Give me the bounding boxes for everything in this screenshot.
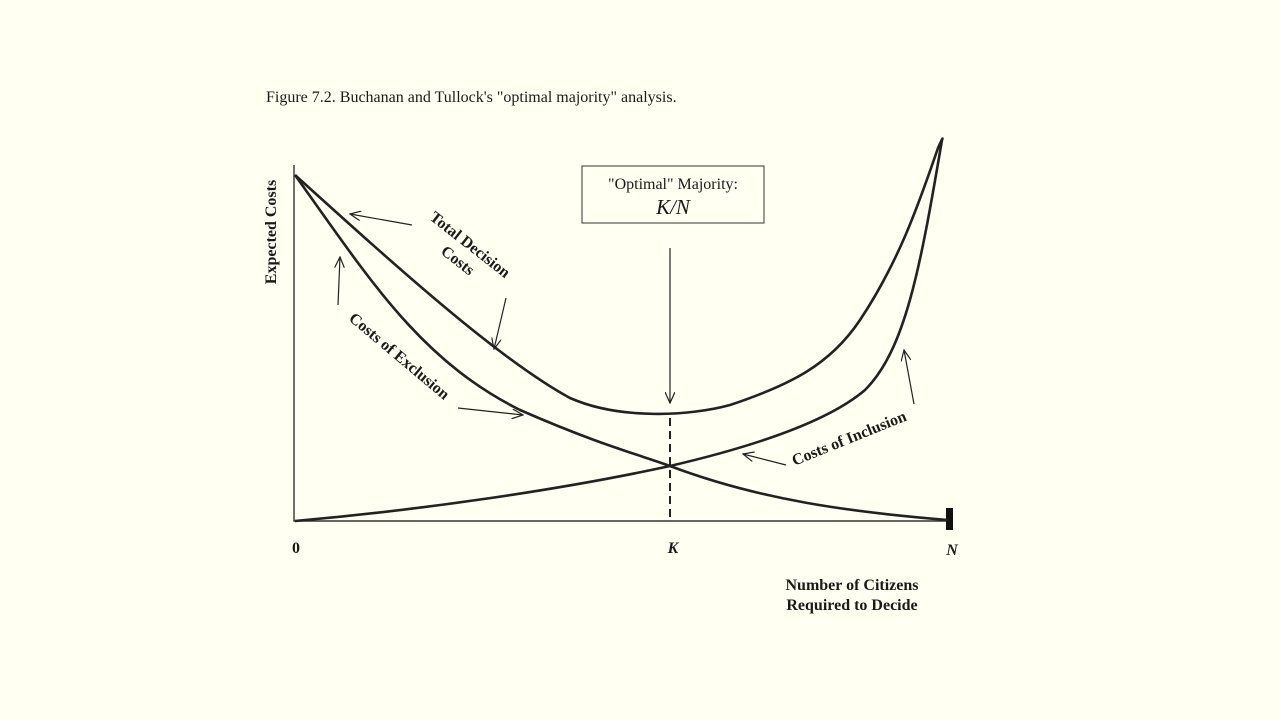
inclusion-arrow-left — [743, 454, 787, 466]
tick-n: N — [945, 542, 959, 559]
total-decision-costs-label: Total Decision Costs — [426, 209, 513, 282]
costs-of-inclusion-label: Costs of Inclusion — [790, 408, 909, 469]
y-axis-label: Expected Costs — [263, 180, 280, 284]
optimal-majority-title: "Optimal" Majority: — [608, 176, 738, 193]
optimal-majority-box — [581, 165, 765, 224]
n-end-marker — [946, 508, 953, 530]
optimal-majority-subtitle: K/N — [655, 195, 691, 219]
exclusion-arrow-up — [338, 257, 340, 306]
tick-origin: 0 — [292, 540, 300, 557]
axes-lines — [293, 165, 950, 522]
x-axis-label-line2: Required to Decide — [786, 597, 917, 614]
total-costs-arrow-down — [494, 297, 507, 349]
costs-of-exclusion-curve — [293, 174, 949, 522]
costs-of-inclusion-curve — [294, 139, 944, 523]
tick-k: K — [667, 540, 680, 557]
figure-caption: Figure 7.2. Buchanan and Tullock's "opti… — [266, 89, 677, 106]
costs-of-exclusion-label: Costs of Exclusion — [345, 310, 452, 404]
total-decision-costs-curve — [294, 137, 944, 416]
x-axis-label-line1: Number of Citizens — [785, 577, 918, 594]
inclusion-arrow-up — [904, 350, 915, 405]
total-costs-arrow-left — [350, 214, 413, 226]
exclusion-arrow-right — [457, 407, 523, 415]
